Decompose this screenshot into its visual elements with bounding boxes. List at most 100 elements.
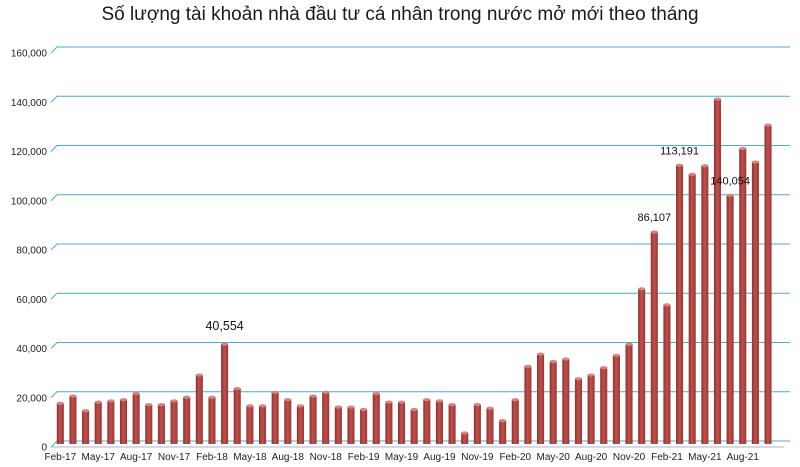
bar-Nov-19 [473, 403, 481, 444]
bar-cap [713, 97, 722, 101]
x-tick-label: Aug-21 [727, 452, 760, 463]
x-tick-label: May-17 [82, 452, 116, 463]
bar-body [739, 148, 747, 444]
bar-cap [271, 390, 279, 394]
data-label: 113,191 [660, 145, 699, 157]
bar-cap [258, 404, 267, 408]
bar-Aug-17 [132, 391, 140, 444]
x-tick-label: Aug-17 [120, 452, 153, 463]
bar-cap [764, 123, 772, 127]
bar-Feb-19 [360, 407, 368, 444]
bar-Jul-21 [726, 193, 734, 444]
bar-body [258, 405, 267, 444]
bar-cap [562, 357, 570, 361]
bar-Jun-17 [107, 399, 115, 444]
bar-Aug-19 [435, 399, 443, 444]
x-tick-label: Nov-18 [310, 452, 343, 463]
bar-cap [284, 398, 292, 402]
bar-cap [524, 364, 532, 369]
bar-Apr-17 [82, 409, 90, 444]
bar-body [271, 392, 279, 444]
bar-body [461, 432, 469, 444]
bar-cap [82, 409, 90, 413]
bar-body [246, 405, 254, 444]
bar-cap [246, 404, 254, 408]
bar-body [650, 231, 658, 444]
x-tick-label: Aug-18 [272, 452, 305, 463]
bar-cap [473, 403, 481, 407]
bar-Jul-17 [119, 398, 128, 444]
bar-cap [347, 405, 355, 409]
bar-cap [726, 193, 734, 197]
bar-body [574, 378, 583, 444]
bar-Jun-18 [258, 404, 267, 444]
bar-body [612, 355, 620, 444]
bar-body [398, 402, 406, 444]
bar-cap [170, 399, 178, 403]
bar-body [145, 404, 153, 444]
bar-cap [94, 400, 102, 404]
bar-cap [183, 395, 191, 399]
bar-body [132, 393, 140, 444]
bar-Nov-20 [625, 342, 633, 444]
bar-Sep-19 [448, 403, 456, 444]
bar-cap [549, 359, 557, 364]
bar-Jul-20 [574, 377, 583, 444]
bar-cap [423, 398, 431, 402]
bar-cap [360, 407, 368, 412]
data-label: 40,554 [205, 319, 243, 333]
bar-body [726, 195, 734, 444]
bar-cap [145, 403, 153, 407]
bar-cap [410, 407, 418, 412]
bar-body [511, 399, 519, 444]
y-tick-label: 80,000 [16, 246, 47, 257]
bar-cap [612, 353, 620, 357]
bar-cap [157, 403, 165, 407]
bar-body [701, 165, 709, 445]
data-label: 86,107 [637, 212, 671, 224]
y-tick-label: 120,000 [11, 147, 48, 158]
bar-body [82, 410, 90, 444]
bar-body [423, 399, 431, 444]
bar-cap [461, 431, 469, 435]
bar-body [157, 404, 165, 444]
bar-body [499, 420, 507, 444]
bar-cap [663, 303, 671, 307]
bar-Oct-18 [309, 394, 317, 444]
bar-body [600, 367, 608, 444]
bar-Jun-21 [713, 97, 722, 444]
x-tick-label: May-21 [688, 452, 722, 463]
bar-Jul-18 [271, 390, 279, 444]
bar-cap [574, 377, 583, 381]
bar-Oct-21 [764, 123, 772, 444]
bar-body [625, 344, 633, 444]
bar-cap [195, 373, 203, 377]
bar-body [107, 400, 115, 444]
bar-Sep-20 [600, 366, 608, 444]
bar-Apr-20 [537, 352, 545, 444]
bar-Oct-17 [157, 403, 165, 444]
x-tick-label: Nov-20 [613, 452, 646, 463]
bar-Dec-17 [183, 395, 191, 444]
bar-body [119, 399, 128, 444]
bar-cap [385, 400, 393, 404]
bar-cap [751, 160, 759, 164]
y-tick-label: 40,000 [16, 344, 47, 355]
bar-body [296, 405, 304, 444]
bar-Jan-21 [650, 230, 658, 444]
bar-cap [587, 373, 595, 377]
bar-body [334, 407, 342, 444]
bar-body [221, 344, 229, 444]
bar-body [638, 288, 646, 444]
y-tick-label: 160,000 [11, 49, 48, 60]
bar-Jan-20 [499, 419, 507, 444]
bar-Mar-19 [372, 391, 380, 444]
bar-body [347, 407, 355, 444]
bar-Nov-17 [170, 399, 178, 444]
bar-body [676, 165, 684, 445]
bar-body [410, 409, 418, 444]
data-label: 140,054 [710, 175, 750, 187]
bar-body [208, 397, 216, 444]
bar-Dec-19 [486, 406, 494, 444]
bar-body [448, 404, 456, 444]
